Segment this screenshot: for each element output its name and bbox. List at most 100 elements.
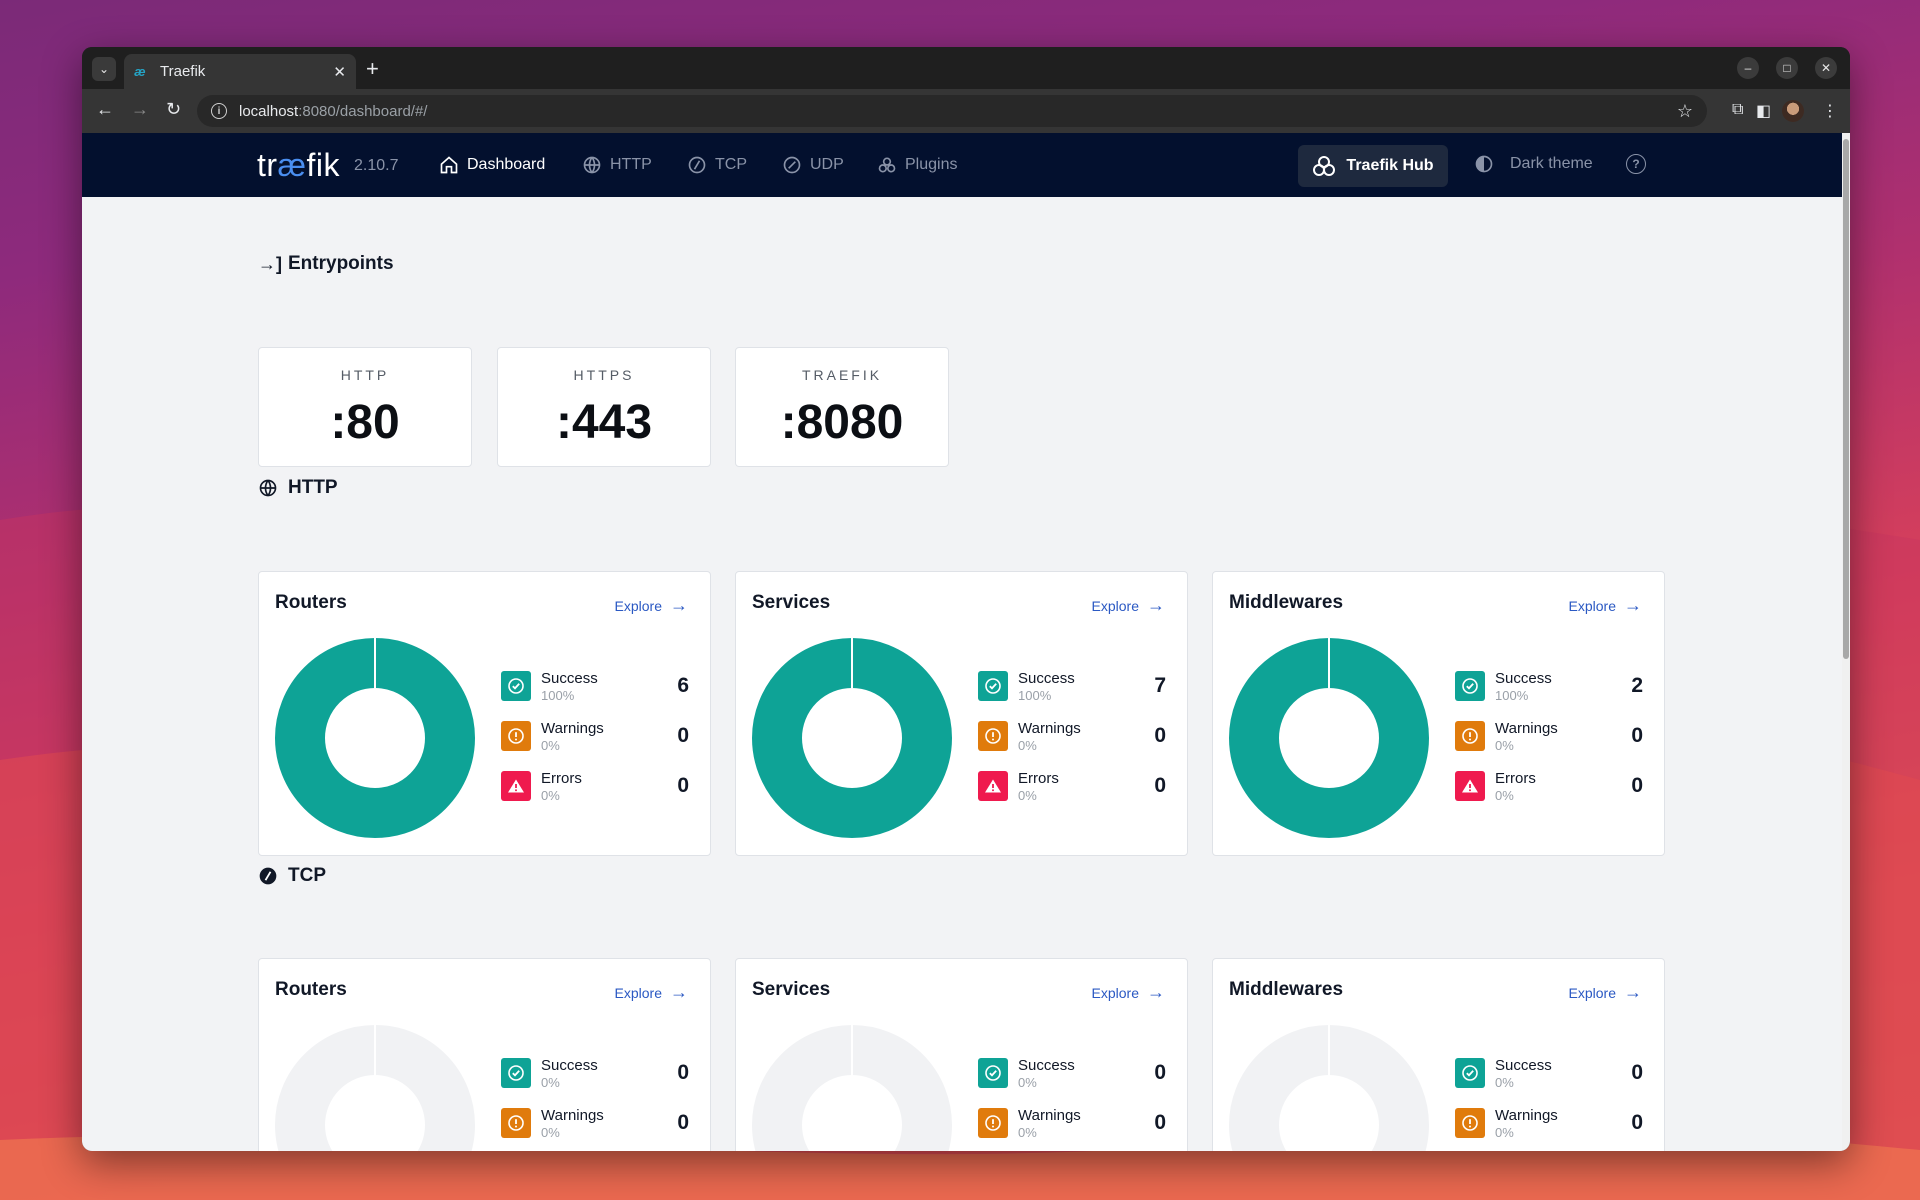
stat-card-http-middlewares: Middlewares Explore → Success 100% 2 Warnings 0… (1212, 571, 1665, 856)
nav-plugins[interactable]: Plugins (877, 155, 957, 175)
explore-link[interactable]: Explore → (1092, 982, 1165, 1003)
legend-percent: 100% (541, 688, 575, 703)
legend-label: Success (541, 1057, 598, 1074)
tab-strip: ⌄ æ Traefik ✕ + – □ ✕ (82, 47, 1850, 89)
globe-icon (259, 479, 277, 497)
card-title: Services (752, 979, 831, 1000)
reload-button[interactable]: ↻ (166, 99, 181, 120)
help-icon[interactable]: ? (1626, 154, 1646, 174)
legend-label: Errors (1495, 770, 1536, 787)
arrow-right-icon: → (670, 982, 688, 1002)
forward-button[interactable]: → (131, 99, 149, 120)
legend-row-success: Success 0% 0 (978, 1055, 1166, 1091)
explore-label: Explore (1568, 597, 1616, 614)
warning-triangle-icon (501, 771, 531, 801)
menu-kebab-icon[interactable]: ⋮ (1822, 103, 1838, 120)
explore-link[interactable]: Explore → (1092, 595, 1165, 616)
stat-card-tcp-middlewares: Middlewares Explore → Success 0% 0 Warnings 0% 0… (1212, 958, 1665, 1151)
legend-row-warnings: Warnings 0% 0 (978, 1105, 1166, 1141)
traefik-hub-button[interactable]: Traefik Hub (1298, 145, 1448, 187)
bookmark-star-icon[interactable]: ☆ (1676, 100, 1693, 121)
nav-dashboard[interactable]: Dashboard (439, 155, 545, 175)
stat-card-http-routers: Routers Explore → Success 100% 6 Warnings 0% 0 Er… (258, 571, 711, 856)
traefik-favicon-icon: æ (134, 64, 146, 79)
explore-link[interactable]: Explore → (615, 982, 688, 1003)
legend-label: Warnings (1495, 720, 1558, 737)
traefik-logo[interactable]: træfik (257, 147, 340, 184)
tab-close-icon[interactable]: ✕ (333, 63, 346, 81)
address-bar[interactable]: i localhost:8080/dashboard/#/ ☆ (197, 95, 1707, 127)
hub-icon (1313, 156, 1336, 176)
legend-count: 0 (1154, 1111, 1166, 1134)
dark-theme-toggle[interactable]: Dark theme (1474, 154, 1593, 174)
url-host: localhost (239, 102, 299, 120)
entrypoints-heading: →] Entrypoints (258, 253, 394, 275)
browser-tab[interactable]: æ Traefik ✕ (124, 54, 356, 89)
udp-icon (783, 156, 801, 174)
warning-triangle-icon (1455, 771, 1485, 801)
tab-list-button[interactable]: ⌄ (92, 57, 116, 81)
entrypoint-card-http: HTTP :80 (258, 347, 472, 467)
login-arrow-icon: →] (258, 253, 282, 274)
legend-percent: 0% (541, 738, 560, 753)
arrow-right-icon: → (1624, 595, 1642, 615)
nav-http-label: HTTP (610, 156, 652, 173)
explore-link[interactable]: Explore → (1569, 595, 1642, 616)
legend-label: Warnings (1018, 1107, 1081, 1124)
check-circle-icon (501, 671, 531, 701)
status-donut-chart (752, 638, 952, 838)
exclamation-circle-icon (978, 721, 1008, 751)
new-tab-button[interactable]: + (366, 56, 379, 81)
legend-row-warnings: Warnings 0% 0 (501, 718, 689, 754)
legend-count: 0 (677, 724, 689, 747)
page-scrollbar-thumb[interactable] (1843, 139, 1849, 659)
legend-count: 0 (677, 1061, 689, 1084)
nav-plugins-label: Plugins (905, 156, 958, 173)
traefik-dashboard-page: træfik 2.10.7 Dashboard HTTP TCP UDP Plu… (82, 133, 1842, 1151)
explore-label: Explore (614, 984, 662, 1001)
explore-link[interactable]: Explore → (615, 595, 688, 616)
site-info-icon[interactable]: i (211, 103, 227, 119)
back-button[interactable]: ← (96, 99, 114, 120)
nav-udp-label: UDP (810, 156, 844, 173)
check-circle-icon (501, 1058, 531, 1088)
legend-row-success: Success 100% 2 (1455, 668, 1643, 704)
card-title: Services (752, 592, 831, 613)
nav-tcp[interactable]: TCP (687, 155, 747, 175)
explore-label: Explore (614, 597, 662, 614)
legend-count: 0 (1154, 1061, 1166, 1084)
arrow-right-icon: → (1624, 982, 1642, 1002)
side-panel-icon[interactable]: ◧ (1756, 103, 1772, 120)
minimize-icon: – (1744, 61, 1752, 75)
status-donut-chart (275, 638, 475, 838)
entrypoint-port: :8080 (780, 396, 904, 449)
exclamation-circle-icon (1455, 1108, 1485, 1138)
exclamation-circle-icon (1455, 721, 1485, 751)
nav-udp[interactable]: UDP (782, 155, 844, 175)
tcp-icon (259, 867, 277, 885)
close-window-button[interactable]: ✕ (1815, 57, 1837, 79)
legend-count: 0 (677, 1111, 689, 1134)
legend-row-success: Success 0% 0 (501, 1055, 689, 1091)
profile-avatar[interactable] (1782, 100, 1804, 122)
extensions-icon[interactable]: ⧉ (1732, 101, 1744, 118)
legend-count: 0 (1631, 1061, 1643, 1084)
legend-label: Success (1018, 1057, 1075, 1074)
nav-http[interactable]: HTTP (582, 155, 652, 175)
legend-label: Success (1495, 670, 1552, 687)
legend-count: 0 (1631, 774, 1643, 797)
maximize-button[interactable]: □ (1776, 57, 1798, 79)
minimize-button[interactable]: – (1737, 57, 1759, 79)
status-donut-chart (1229, 1025, 1429, 1151)
explore-label: Explore (1568, 984, 1616, 1001)
check-circle-icon (1455, 1058, 1485, 1088)
browser-toolbar: ← → ↻ i localhost:8080/dashboard/#/ ☆ ⧉ … (82, 89, 1850, 133)
legend-percent: 0% (1495, 1075, 1514, 1090)
explore-link[interactable]: Explore → (1569, 982, 1642, 1003)
card-title: Routers (275, 592, 347, 613)
close-icon: ✕ (1820, 61, 1832, 75)
legend-label: Warnings (1018, 720, 1081, 737)
legend-label: Success (541, 670, 598, 687)
app-header: træfik 2.10.7 Dashboard HTTP TCP UDP Plu… (82, 133, 1842, 197)
home-icon (440, 156, 458, 174)
